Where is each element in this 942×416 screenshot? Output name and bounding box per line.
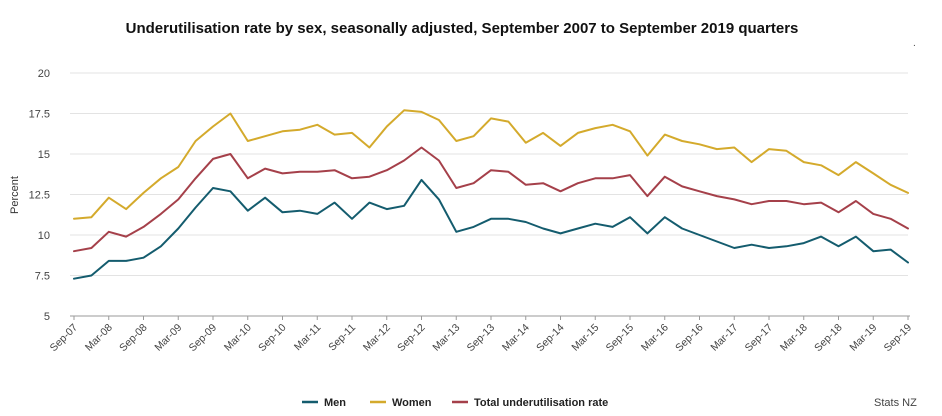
gridlines [70,72,908,317]
legend-label: Women [392,397,432,409]
x-tick-label: Sep-08 [117,322,150,355]
series-line-total-underutilisation-rate [73,146,909,253]
x-tick-label: Sep-16 [673,322,706,355]
y-tick-label: 17.5 [29,109,50,121]
y-tick-label: 12.5 [29,190,50,202]
legend: Men Women Total underutilisation rate [302,397,608,409]
legend-label: Total underutilisation rate [474,397,608,409]
x-axis-ticks: Sep-07 Mar-08 Sep-08 Mar-09 Sep-09 Mar-10 Sep-… [48,316,915,355]
x-tick-label: Mar-13 [430,322,462,354]
x-tick-label: Sep-15 [604,322,637,355]
x-tick-label: Sep-09 [187,322,220,355]
x-tick-label: Mar-11 [292,322,324,354]
x-tick-label: Mar-17 [708,322,740,354]
x-tick-label: Sep-07 [48,322,81,355]
x-tick-label: Sep-17 [743,322,776,355]
x-tick-label: Sep-11 [326,322,358,354]
y-tick-label: 20 [38,68,50,80]
x-tick-label: Mar-08 [83,322,115,354]
y-tick-label: 5 [44,311,50,323]
x-tick-label: Sep-12 [395,322,428,355]
x-tick-label: Mar-12 [361,322,393,354]
x-tick-label: Sep-10 [256,322,289,355]
y-tick-label: 10 [38,230,50,242]
x-tick-label: Mar-14 [500,322,532,354]
y-axis-label: Percent [9,176,21,214]
x-tick-label: Sep-19 [882,322,915,355]
x-tick-label: Mar-09 [152,322,184,354]
series-line-men [73,178,909,280]
y-axis-ticks: 5 7.5 10 12.5 15 17.5 20 [29,68,50,323]
x-tick-label: Mar-10 [222,322,254,354]
x-tick-label: Sep-18 [812,322,845,355]
legend-label: Men [324,397,346,409]
series-lines [73,109,909,280]
x-tick-label: Sep-14 [534,322,567,355]
x-tick-label: Mar-16 [639,322,671,354]
x-tick-label: Mar-19 [847,322,879,354]
x-tick-label: Sep-13 [465,322,498,355]
series-line-women [73,109,909,220]
chart-title: Underutilisation rate by sex, seasonally… [125,20,799,37]
corner-dot: . [913,38,916,49]
source-note: Stats NZ [874,397,917,409]
x-tick-label: Mar-18 [778,322,810,354]
x-tick-label: Mar-15 [569,322,601,354]
y-tick-label: 7.5 [35,271,50,283]
y-tick-label: 15 [38,149,50,161]
